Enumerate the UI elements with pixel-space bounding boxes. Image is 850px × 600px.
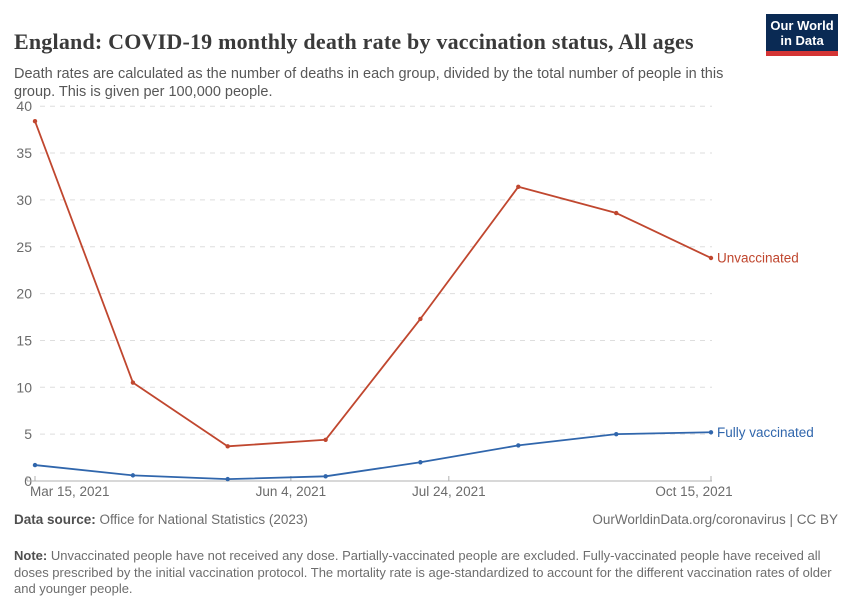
y-tick-label: 15 bbox=[16, 332, 32, 348]
chart-footer: Data source: Office for National Statist… bbox=[14, 512, 838, 527]
y-tick-label: 25 bbox=[16, 239, 32, 255]
data-point-fully-vaccinated bbox=[225, 476, 230, 482]
note-label: Note: bbox=[14, 548, 48, 563]
data-point-unvaccinated bbox=[225, 444, 230, 449]
chart-subtitle: Death rates are calculated as the number… bbox=[14, 65, 724, 100]
data-point-unvaccinated bbox=[32, 118, 38, 124]
data-point-unvaccinated bbox=[323, 437, 328, 442]
credit-link[interactable]: OurWorldinData.org/coronavirus | CC BY bbox=[592, 512, 838, 527]
data-point-fully-vaccinated bbox=[614, 431, 619, 437]
y-tick-label: 5 bbox=[24, 426, 32, 442]
data-point-fully-vaccinated bbox=[32, 462, 38, 468]
owid-logo-stripe bbox=[766, 51, 838, 56]
y-tick-label: 35 bbox=[16, 145, 32, 161]
data-point-unvaccinated bbox=[130, 380, 136, 385]
x-tick-label: Oct 15, 2021 bbox=[655, 484, 732, 499]
data-source-value: Office for National Statistics (2023) bbox=[95, 512, 308, 527]
series-label-fully-vaccinated: Fully vaccinated bbox=[717, 425, 814, 440]
chart-note: Note: Unvaccinated people have not recei… bbox=[14, 548, 838, 598]
y-tick-label: 20 bbox=[16, 286, 32, 302]
data-point-unvaccinated bbox=[614, 210, 619, 216]
x-tick-label: Mar 15, 2021 bbox=[30, 484, 110, 499]
data-point-fully-vaccinated bbox=[130, 473, 136, 478]
data-source-label: Data source: bbox=[14, 512, 96, 527]
owid-logo-line2: in Data bbox=[780, 32, 824, 48]
data-point-fully-vaccinated bbox=[516, 443, 521, 448]
data-source: Data source: Office for National Statist… bbox=[14, 512, 308, 527]
y-tick-label: 40 bbox=[16, 98, 32, 114]
data-point-fully-vaccinated bbox=[708, 430, 714, 435]
chart-title: England: COVID-19 monthly death rate by … bbox=[14, 28, 694, 54]
series-line-fully-vaccinated bbox=[34, 431, 712, 481]
data-point-fully-vaccinated bbox=[418, 460, 423, 465]
data-point-fully-vaccinated bbox=[323, 474, 328, 479]
owid-logo-line1: Our World bbox=[770, 17, 834, 33]
data-point-unvaccinated bbox=[708, 255, 714, 261]
series-label-unvaccinated: Unvaccinated bbox=[717, 250, 799, 265]
y-tick-label: 10 bbox=[16, 379, 32, 395]
owid-logo[interactable]: Our World in Data bbox=[766, 14, 838, 51]
x-tick-label: Jun 4, 2021 bbox=[256, 484, 327, 499]
x-tick-label: Jul 24, 2021 bbox=[412, 484, 486, 499]
note-text: Unvaccinated people have not received an… bbox=[14, 548, 832, 596]
data-point-unvaccinated bbox=[418, 316, 423, 322]
series-line-unvaccinated bbox=[34, 120, 712, 448]
data-point-unvaccinated bbox=[516, 184, 521, 189]
y-tick-label: 30 bbox=[16, 192, 32, 208]
